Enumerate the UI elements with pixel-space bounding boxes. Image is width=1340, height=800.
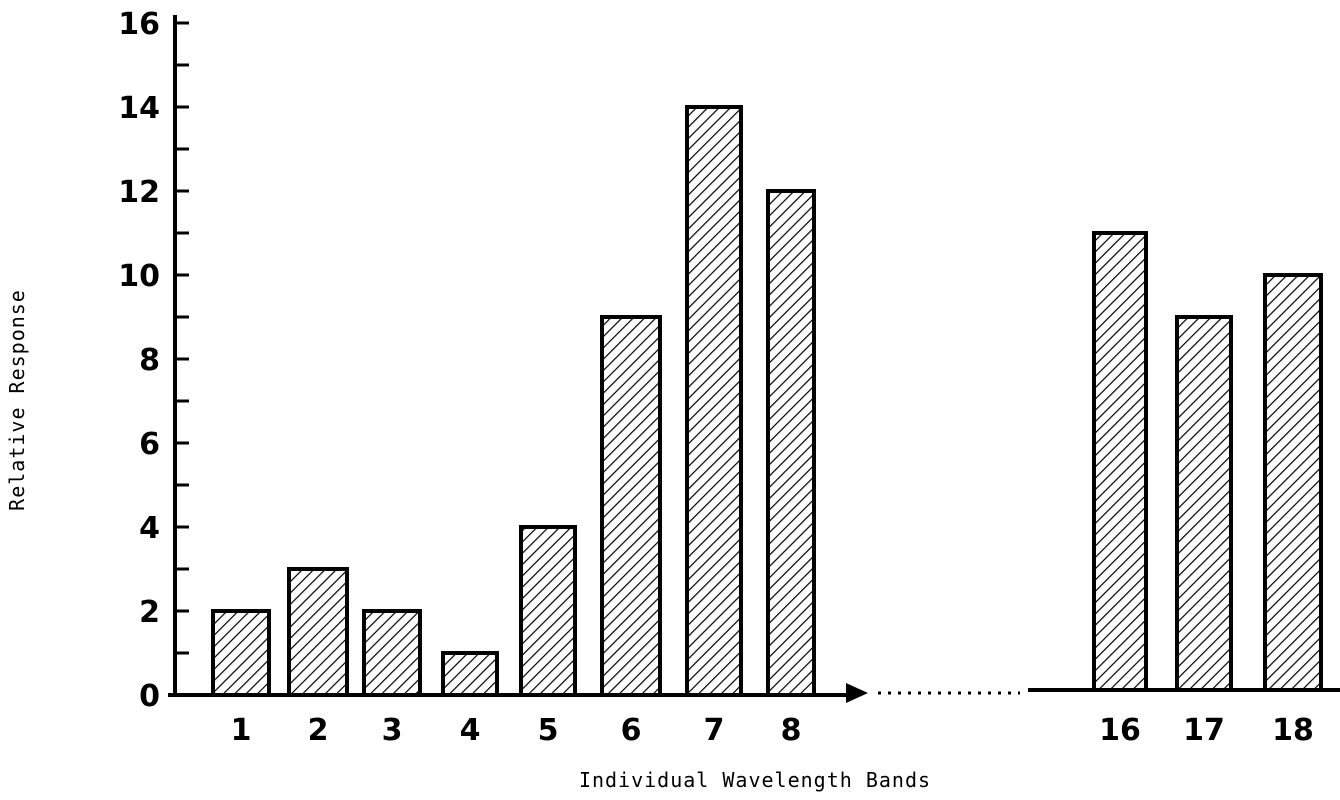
x-tick-label: 3 <box>382 713 403 748</box>
y-tick-label: 6 <box>139 427 160 462</box>
y-tick-label: 16 <box>118 7 160 42</box>
y-tick-label: 12 <box>118 175 160 210</box>
x-tick-label: 4 <box>460 713 481 748</box>
y-tick-label: 2 <box>139 595 160 630</box>
bar <box>1092 231 1148 692</box>
bar <box>441 651 499 697</box>
bar <box>600 315 662 697</box>
x-tick-label: 5 <box>538 713 559 748</box>
bar <box>1175 315 1233 692</box>
y-axis-title: Relative Response <box>5 289 29 511</box>
bar <box>362 609 422 697</box>
y-tick-label: 10 <box>118 259 160 294</box>
x-tick-label: 1 <box>231 713 252 748</box>
y-tick-label: 14 <box>118 91 160 126</box>
x-tick-label: 17 <box>1183 713 1225 748</box>
x-tick-label: 8 <box>781 713 802 748</box>
bar <box>519 525 577 697</box>
y-tick-label: 4 <box>139 511 160 546</box>
x-tick-labels: 1 2 3 4 5 6 7 8 16 17 18 <box>231 713 1314 748</box>
x-tick-label: 18 <box>1272 713 1314 748</box>
x-tick-label: 16 <box>1099 713 1141 748</box>
x-axis-arrow-icon <box>846 683 868 703</box>
x-axis-title: Individual Wavelength Bands <box>579 768 931 792</box>
x-tick-label: 7 <box>704 713 725 748</box>
bar <box>1263 273 1323 692</box>
y-tick-label: 8 <box>139 343 160 378</box>
y-axis: 0 2 4 6 8 10 12 14 16 <box>118 7 189 714</box>
bar <box>766 189 816 697</box>
bars <box>211 105 1323 697</box>
bar <box>211 609 271 697</box>
x-tick-label: 2 <box>308 713 329 748</box>
bar <box>685 105 743 697</box>
bar <box>287 567 349 697</box>
y-tick-label: 0 <box>139 679 160 714</box>
x-tick-label: 6 <box>621 713 642 748</box>
